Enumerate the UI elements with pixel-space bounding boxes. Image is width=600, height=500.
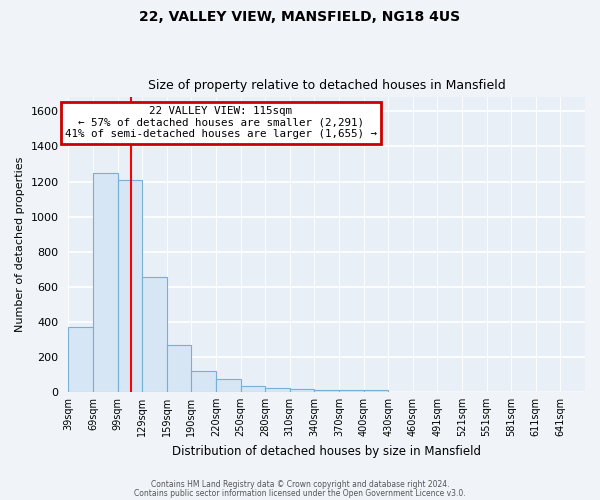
Bar (68, 327, 93, 392)
Bar (339, 390, 364, 392)
Y-axis label: Number of detached properties: Number of detached properties (15, 157, 25, 332)
Title: Size of property relative to detached houses in Mansfield: Size of property relative to detached ho… (148, 79, 506, 92)
Bar (364, 390, 388, 392)
Text: Contains public sector information licensed under the Open Government Licence v3: Contains public sector information licen… (134, 488, 466, 498)
Bar (314, 390, 339, 392)
Bar (216, 379, 241, 392)
Bar (118, 180, 142, 392)
Bar (265, 388, 290, 392)
X-axis label: Distribution of detached houses by size in Mansfield: Distribution of detached houses by size … (172, 444, 481, 458)
Text: Contains HM Land Registry data © Crown copyright and database right 2024.: Contains HM Land Registry data © Crown c… (151, 480, 449, 489)
Text: 22 VALLEY VIEW: 115sqm
← 57% of detached houses are smaller (2,291)
41% of semi-: 22 VALLEY VIEW: 115sqm ← 57% of detached… (65, 106, 377, 140)
Bar (142, 277, 167, 392)
Text: 22, VALLEY VIEW, MANSFIELD, NG18 4US: 22, VALLEY VIEW, MANSFIELD, NG18 4US (139, 10, 461, 24)
Bar (290, 390, 314, 392)
Bar (167, 346, 191, 392)
Bar (241, 386, 265, 392)
Bar (93, 172, 118, 392)
Bar (191, 371, 216, 392)
